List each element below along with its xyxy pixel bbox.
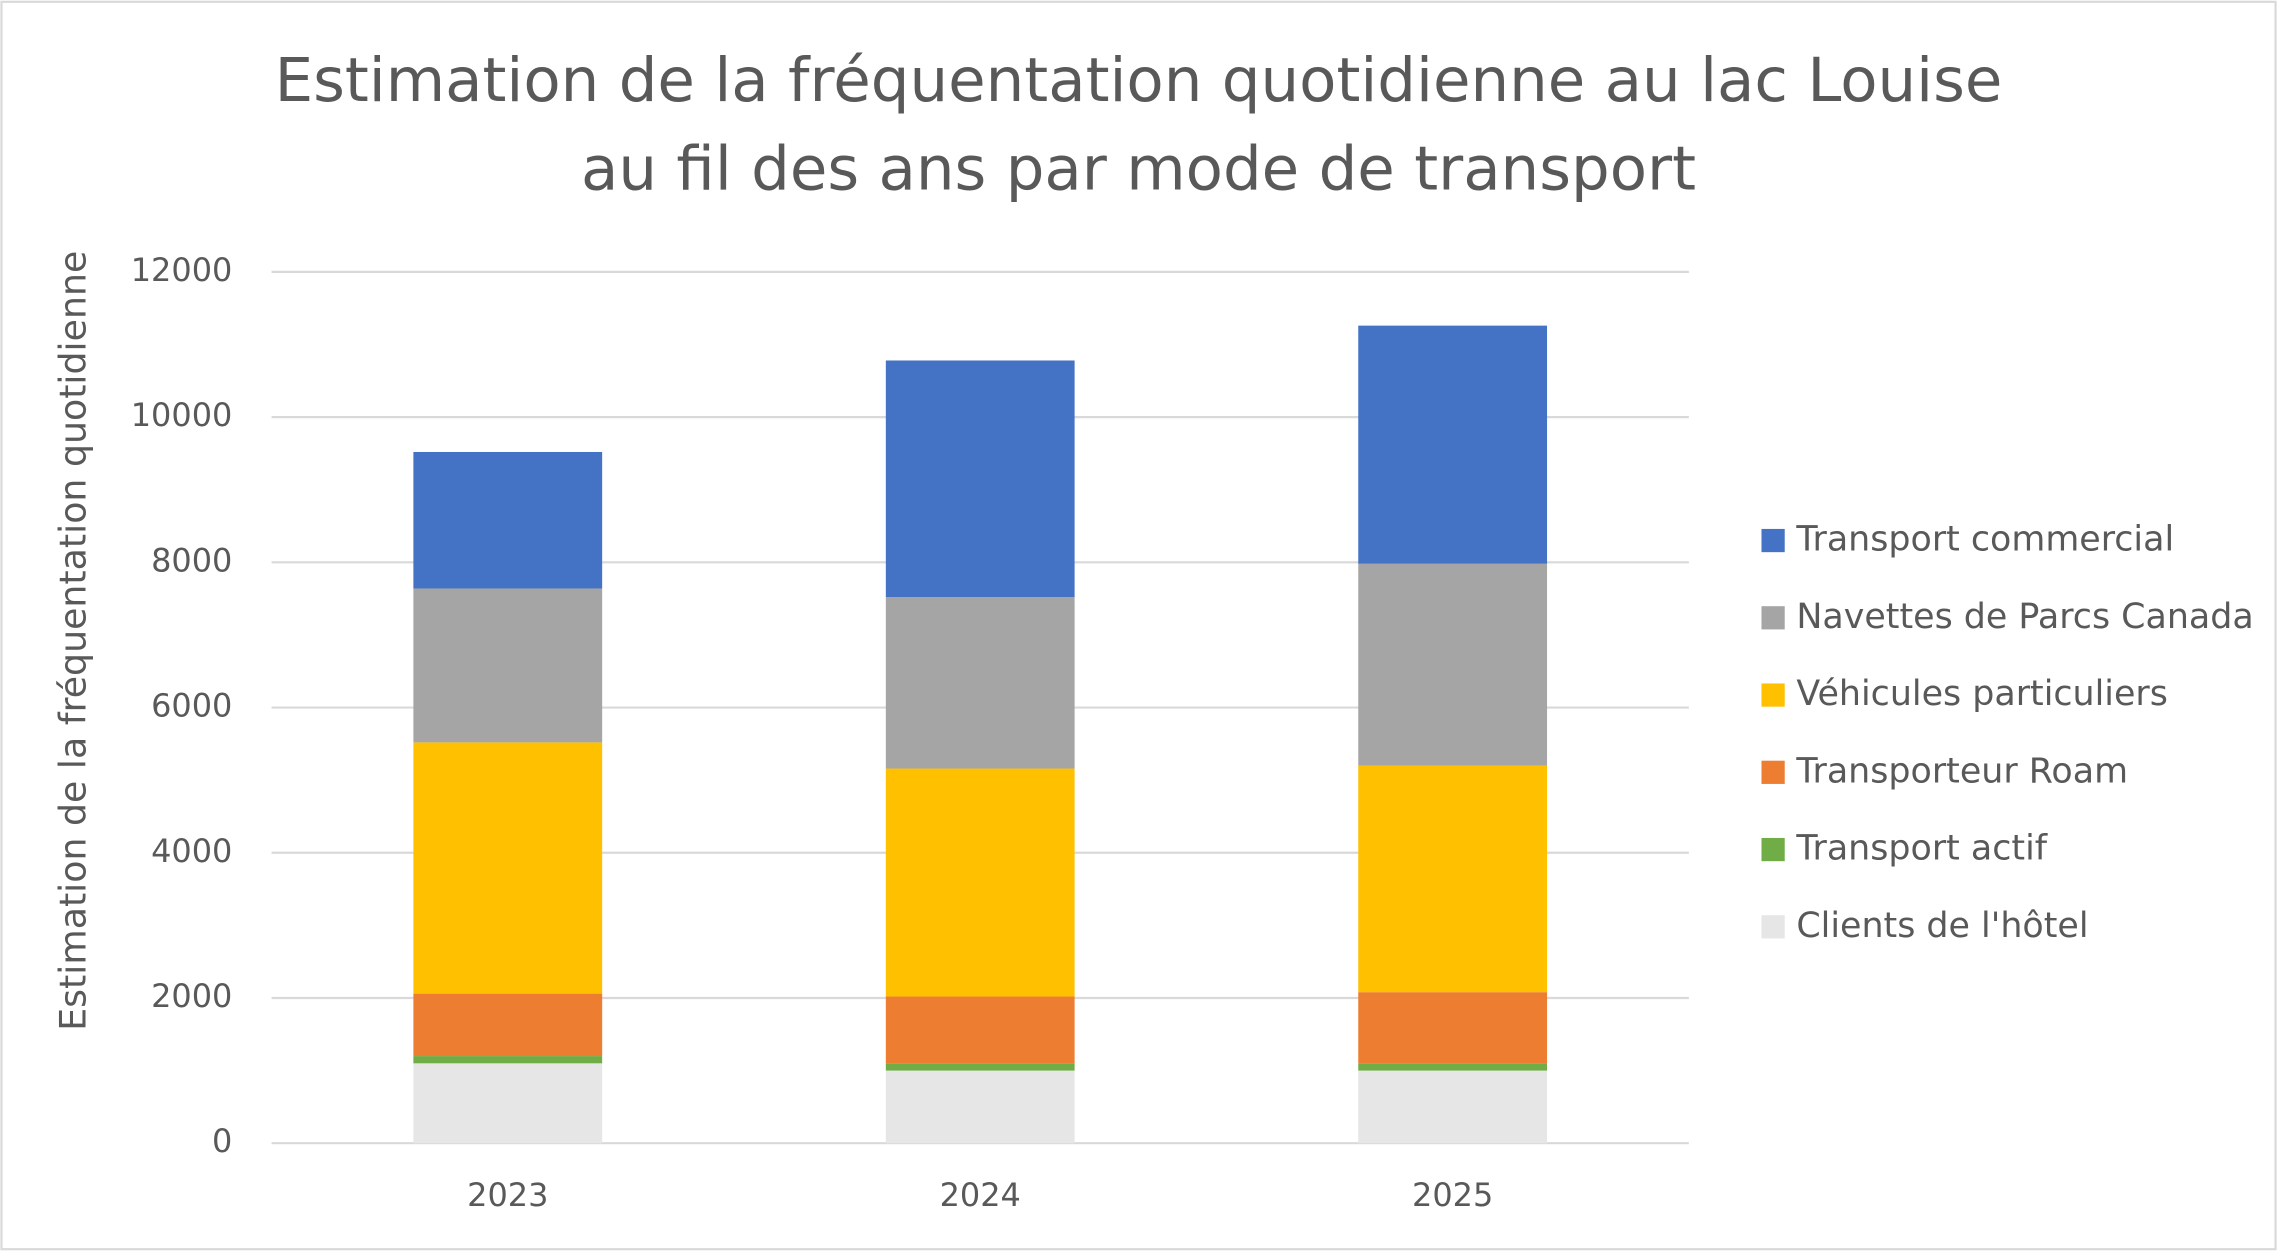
bar-segment — [413, 993, 603, 1057]
y-tick-label: 8000 — [151, 541, 232, 579]
bar-segment — [1358, 1070, 1548, 1144]
x-tick-label: 2025 — [1412, 1176, 1493, 1214]
bar-segment — [1358, 992, 1548, 1064]
bar-segment — [413, 1063, 603, 1144]
bar-segment — [885, 360, 1075, 598]
legend-swatch — [1761, 760, 1785, 784]
bar-segment — [1358, 325, 1548, 564]
bar-segment — [885, 1070, 1075, 1144]
bar-segment — [885, 768, 1075, 997]
legend-swatch — [1761, 528, 1785, 553]
bar-segment — [885, 597, 1075, 769]
legend-label: Transport actif — [1795, 829, 2047, 869]
bar-segment — [413, 742, 603, 994]
legend-label: Transport commercial — [1795, 520, 2174, 560]
y-tick-label: 0 — [212, 1122, 232, 1160]
x-tick-label: 2024 — [940, 1176, 1021, 1214]
chart-title: Estimation de la fréquentation quotidien… — [275, 45, 2003, 116]
y-tick-label: 4000 — [151, 832, 232, 870]
bar-segment — [1358, 765, 1548, 993]
y-tick-label: 10000 — [131, 396, 233, 434]
bar-segment — [885, 996, 1075, 1064]
bar-segment — [413, 1056, 603, 1064]
bar-segment — [885, 1063, 1075, 1071]
chart-title: au fil des ans par mode de transport — [581, 134, 1696, 205]
bar-segment — [1358, 1063, 1548, 1071]
legend-label: Transporteur Roam — [1795, 751, 2128, 791]
legend-label: Clients de l'hôtel — [1796, 906, 2088, 946]
bar-segment — [1358, 563, 1548, 766]
y-axis-label: Estimation de la fréquentation quotidien… — [52, 251, 95, 1031]
y-tick-label: 6000 — [151, 687, 232, 725]
bar-segment — [413, 451, 603, 589]
legend-swatch — [1761, 837, 1785, 862]
bar-segment — [413, 588, 603, 743]
legend-swatch — [1761, 915, 1785, 939]
y-tick-label: 2000 — [151, 977, 232, 1015]
legend-label: Véhicules particuliers — [1796, 674, 2168, 714]
x-tick-label: 2023 — [467, 1176, 548, 1214]
legend-swatch — [1761, 606, 1785, 630]
legend-label: Navettes de Parcs Canada — [1796, 597, 2253, 637]
y-tick-label: 12000 — [131, 251, 233, 289]
legend-swatch — [1761, 683, 1785, 707]
